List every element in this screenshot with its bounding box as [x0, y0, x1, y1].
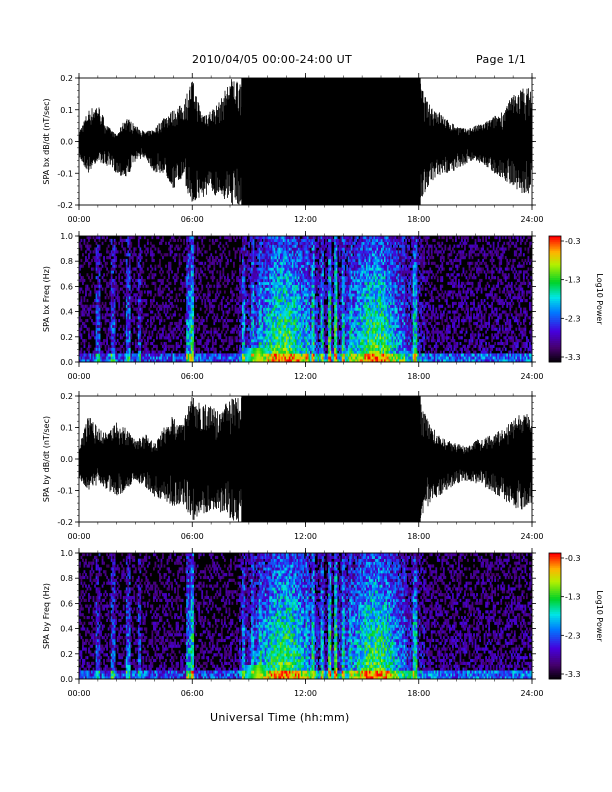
plot-frame — [79, 78, 532, 205]
x-tick-label: 24:00 — [520, 689, 543, 698]
y-tick-label: -0.1 — [57, 169, 73, 178]
y-tick-label: 0.2 — [60, 650, 73, 659]
x-tick-label: 06:00 — [181, 532, 204, 541]
plot-frame — [79, 236, 532, 362]
y-tick-label: 0.8 — [60, 574, 73, 583]
x-axis-label: Universal Time (hh:mm) — [210, 711, 350, 724]
x-tick-label: 00:00 — [67, 372, 90, 381]
y-tick-label: 0.2 — [60, 74, 73, 83]
x-tick-label: 24:00 — [520, 532, 543, 541]
y-tick-label: 0.4 — [60, 625, 73, 634]
y-tick-label: -0.2 — [57, 201, 73, 210]
y-tick-label: 0.8 — [60, 257, 73, 266]
y-tick-label: 0.0 — [60, 455, 73, 464]
y-axis-label: SPA bx Freq (Hz) — [42, 266, 51, 332]
x-tick-label: 12:00 — [294, 372, 317, 381]
y-tick-label: 0.6 — [60, 282, 73, 291]
colorbar-tick-label: -3.3 — [565, 353, 581, 362]
y-tick-label: 1.0 — [60, 549, 73, 558]
x-tick-label: 18:00 — [407, 215, 430, 224]
y-tick-label: 0.6 — [60, 599, 73, 608]
spectrogram-background — [79, 553, 532, 679]
x-tick-label: 12:00 — [294, 215, 317, 224]
y-tick-label: -0.1 — [57, 487, 73, 496]
x-tick-label: 24:00 — [520, 372, 543, 381]
x-tick-label: 18:00 — [407, 372, 430, 381]
y-tick-label: 1.0 — [60, 232, 73, 241]
panel-1: 0.2 0.1 0.0 -0.1 -0.2 00:00 06:00 12:00 18:00 24:… — [42, 73, 544, 224]
panel-4: -0.3 -1.3 -2.3 -3.3 Log10 Power 1.0 0.8 0.6 0.4 0… — [42, 548, 604, 698]
spectrogram — [79, 236, 532, 362]
waveform-trace — [79, 78, 532, 205]
colorbar-tick-label: -0.3 — [565, 237, 581, 246]
x-tick-label: 06:00 — [181, 372, 204, 381]
colorbar: -0.3 -1.3 -2.3 -3.3 Log10 Power — [549, 553, 604, 679]
colorbar-tick-label: -2.3 — [565, 631, 581, 640]
colorbar-tick-label: -1.3 — [565, 276, 581, 285]
x-tick-label: 18:00 — [407, 689, 430, 698]
y-axis-label: SPA by dB/dt (nT/sec) — [42, 416, 51, 502]
y-tick-label: 0.2 — [60, 333, 73, 342]
panel-2: -0.3 -1.3 -2.3 -3.3 Log10 Power 1.0 0.8 0.6 0.4 0… — [42, 231, 604, 381]
colorbar-tick-label: -2.3 — [565, 314, 581, 323]
waveform-trace — [79, 396, 532, 522]
y-tick-label: 0.1 — [60, 106, 73, 115]
x-tick-label: 18:00 — [407, 532, 430, 541]
colorbar-label: Log10 Power — [595, 273, 604, 325]
x-tick-label: 12:00 — [294, 689, 317, 698]
y-tick-label: 0.2 — [60, 392, 73, 401]
y-tick-label: -0.2 — [57, 518, 73, 527]
plot-frame — [79, 396, 532, 522]
y-tick-label: 0.0 — [60, 138, 73, 147]
x-tick-label: 00:00 — [67, 532, 90, 541]
plot-frame — [79, 553, 532, 679]
plot-title: 2010/04/05 00:00-24:00 UT — [192, 53, 352, 66]
colorbar-tick-label: -3.3 — [565, 670, 581, 679]
x-tick-label: 00:00 — [67, 689, 90, 698]
y-axis-label: SPA by Freq (Hz) — [42, 583, 51, 649]
y-tick-label: 0.1 — [60, 424, 73, 433]
colorbar-tick-label: -0.3 — [565, 554, 581, 563]
waveform-path — [79, 78, 532, 205]
waveform-path — [79, 396, 532, 522]
x-tick-label: 06:00 — [181, 689, 204, 698]
y-tick-label: 0.0 — [60, 675, 73, 684]
colorbar-label: Log10 Power — [595, 590, 604, 642]
colorbar-frame — [549, 553, 561, 679]
y-tick-label: 0.0 — [60, 358, 73, 367]
panel-3: 0.2 0.1 0.0 -0.1 -0.2 00:00 06:00 12:00 18:00 24:… — [42, 391, 544, 541]
waveform-saturated-region — [241, 78, 420, 205]
x-tick-label: 06:00 — [181, 215, 204, 224]
colorbar-tick-label: -1.3 — [565, 593, 581, 602]
x-tick-label: 12:00 — [294, 532, 317, 541]
page-indicator: Page 1/1 — [476, 53, 526, 66]
x-tick-label: 00:00 — [67, 215, 90, 224]
x-tick-label: 24:00 — [520, 215, 543, 224]
y-axis-label: SPA bx dB/dt (nT/sec) — [42, 98, 51, 184]
colorbar-frame — [549, 236, 561, 362]
waveform-saturated-region — [241, 396, 420, 522]
colorbar: -0.3 -1.3 -2.3 -3.3 Log10 Power — [549, 236, 604, 362]
spectrogram — [79, 553, 532, 679]
spectrogram-background — [79, 236, 532, 362]
figure-canvas: 0.2 0.1 0.0 -0.1 -0.2 00:00 06:00 12:00 18:00 24:… — [0, 0, 612, 792]
y-tick-label: 0.4 — [60, 308, 73, 317]
